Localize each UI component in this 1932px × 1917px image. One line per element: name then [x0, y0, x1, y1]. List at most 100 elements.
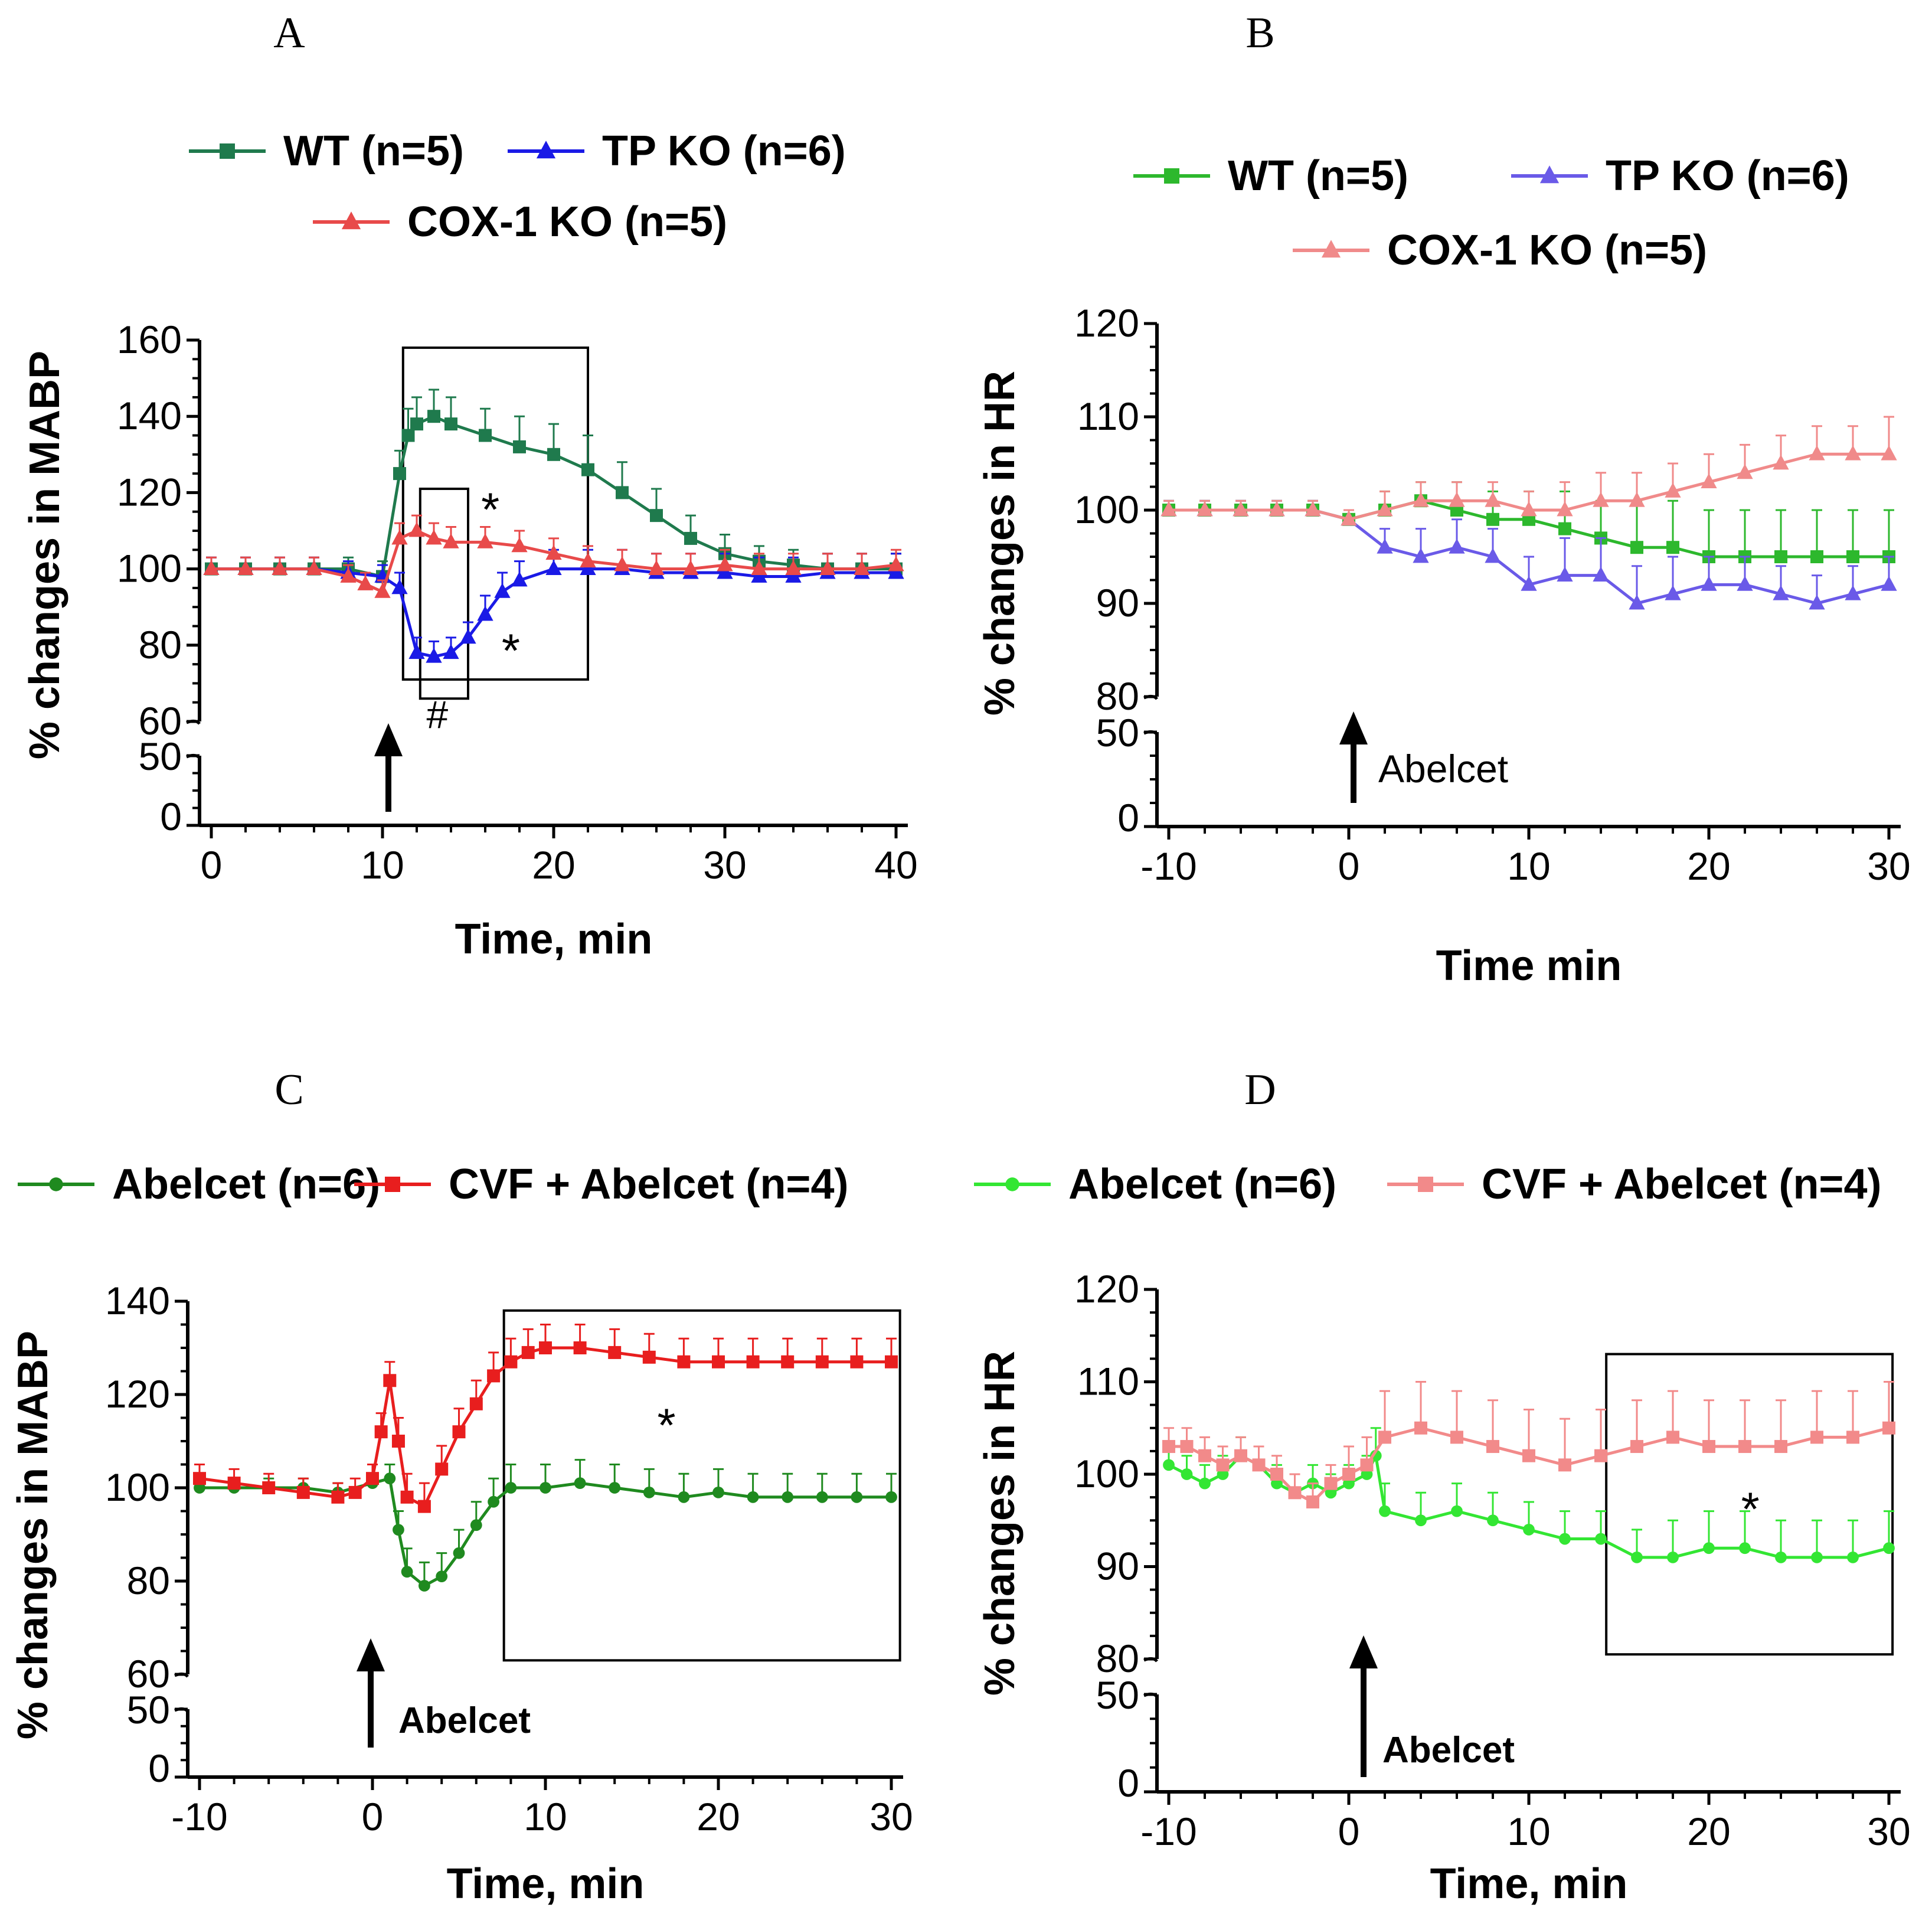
x-axis-label: Time, min — [455, 916, 653, 963]
significance-marker: * — [502, 625, 520, 677]
series-abelcet-n-6 — [194, 1459, 897, 1592]
data-point — [435, 1462, 449, 1476]
data-point — [417, 1500, 431, 1513]
data-point — [608, 1346, 622, 1359]
data-point — [1559, 1533, 1571, 1545]
data-point — [227, 1477, 241, 1490]
data-point — [511, 537, 528, 553]
x-tick-label: -10 — [171, 1795, 227, 1838]
legend-swatch-marker — [385, 1177, 400, 1192]
data-point — [1845, 445, 1861, 461]
y-tick-label: 110 — [1077, 1360, 1139, 1403]
data-point — [452, 1425, 466, 1439]
legend-swatch-marker — [1418, 1177, 1433, 1192]
legend-swatch-marker — [1321, 240, 1341, 258]
data-point — [1487, 1514, 1499, 1527]
data-point — [888, 564, 904, 579]
data-point — [1521, 576, 1537, 591]
data-point — [513, 440, 526, 453]
data-point — [642, 1350, 656, 1364]
data-point — [747, 1491, 759, 1503]
injection-arrow-head — [357, 1638, 385, 1671]
y-tick-label: 100 — [117, 547, 182, 590]
y-axis-label: % changes in HR — [976, 1351, 1024, 1696]
legend-entry: Abelcet (n=6) — [18, 1161, 380, 1208]
data-point — [1414, 1421, 1427, 1435]
legend-entry: COX-1 KO (n=5) — [313, 198, 727, 246]
data-point — [1595, 1533, 1607, 1545]
data-point — [427, 410, 440, 423]
data-point — [494, 583, 511, 598]
data-point — [540, 1482, 551, 1494]
data-point — [1181, 1468, 1193, 1480]
data-point — [444, 417, 457, 431]
x-tick-label: 30 — [1867, 844, 1910, 888]
x-tick-label: -10 — [1140, 844, 1197, 888]
series-cvf-abelcet-n-4 — [1162, 1381, 1895, 1508]
data-point — [1809, 445, 1825, 461]
x-tick-label: 10 — [1507, 1810, 1550, 1853]
data-point — [1629, 594, 1645, 610]
arrow-label: Abelcet — [1378, 747, 1508, 791]
data-point — [854, 560, 870, 575]
data-point — [1773, 585, 1789, 600]
y-axis-label: % changes in HR — [976, 371, 1024, 716]
data-point — [851, 1491, 863, 1503]
data-point — [426, 648, 442, 663]
data-point — [539, 1341, 552, 1354]
data-point — [782, 1491, 794, 1503]
data-point — [614, 556, 630, 571]
y-tick-label: 120 — [117, 470, 182, 514]
data-point — [1810, 550, 1823, 563]
data-point — [545, 560, 562, 575]
data-point — [1809, 594, 1825, 610]
y-tick-label: 80 — [1096, 674, 1139, 718]
data-point — [1593, 492, 1609, 507]
data-point — [815, 1355, 829, 1369]
data-point — [785, 560, 802, 575]
data-point — [504, 1355, 518, 1369]
data-point — [1451, 1505, 1463, 1517]
data-point — [682, 560, 699, 575]
data-point — [1630, 541, 1643, 554]
data-point — [1594, 1449, 1607, 1462]
x-tick-label: 0 — [1338, 844, 1360, 888]
y-tick-label: 100 — [1074, 1452, 1139, 1495]
data-point — [643, 1487, 655, 1498]
significance-marker: * — [1741, 1483, 1760, 1536]
data-point — [306, 560, 322, 575]
data-point — [573, 1341, 587, 1354]
data-point — [1379, 1505, 1391, 1517]
data-point — [357, 575, 374, 590]
arrow-label: Abelcet — [1382, 1730, 1515, 1771]
data-point — [1233, 501, 1249, 517]
legend-entry: WT (n=5) — [1133, 152, 1408, 200]
data-point — [1163, 1459, 1175, 1471]
y-tick-label: 50 — [1096, 711, 1139, 755]
data-point — [374, 1425, 388, 1439]
y-tick-label: 140 — [105, 1279, 170, 1322]
y-tick-label: 120 — [1074, 1267, 1139, 1311]
panel-b: B WT (n=5) TP KO (n=6) COX-1 KO (n=5) 80 90 10… — [976, 9, 1911, 989]
x-tick-label: 0 — [201, 843, 223, 887]
x-tick-label: 10 — [524, 1795, 567, 1838]
legend-label: Abelcet (n=6) — [112, 1161, 380, 1208]
legend-label: TP KO (n=6) — [602, 128, 846, 175]
data-point — [1739, 1542, 1751, 1554]
data-point — [1811, 1551, 1823, 1563]
y-axis-label: % changes in MABP — [21, 351, 68, 759]
x-tick-label: 10 — [1507, 844, 1550, 888]
data-point — [1846, 1431, 1859, 1444]
data-point — [1701, 473, 1717, 488]
data-point — [479, 429, 492, 442]
data-point — [1269, 501, 1285, 517]
data-point — [393, 467, 406, 481]
data-point — [1774, 1440, 1787, 1454]
data-point — [885, 1355, 898, 1369]
legend-label: COX-1 KO (n=5) — [407, 198, 727, 246]
data-point — [460, 628, 476, 644]
series-cvf-abelcet-n-4 — [193, 1324, 898, 1513]
data-point — [384, 1472, 396, 1485]
data-point — [580, 560, 596, 575]
